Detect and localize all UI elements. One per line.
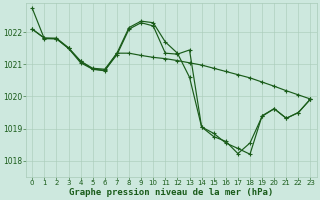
X-axis label: Graphe pression niveau de la mer (hPa): Graphe pression niveau de la mer (hPa) bbox=[69, 188, 274, 197]
